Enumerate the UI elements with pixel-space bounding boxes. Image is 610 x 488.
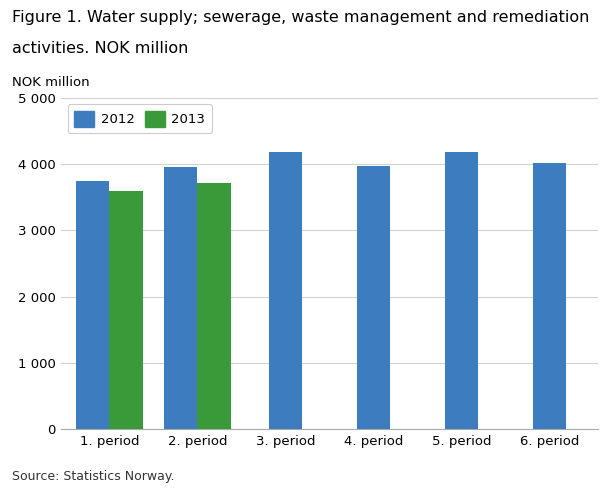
Text: NOK million: NOK million [12,76,90,89]
Bar [109,190,143,429]
Bar [76,181,109,429]
Text: Figure 1. Water supply; sewerage, waste management and remediation: Figure 1. Water supply; sewerage, waste … [12,10,590,25]
Bar [445,152,478,429]
Bar [164,167,198,429]
Text: activities. NOK million: activities. NOK million [12,41,188,57]
Bar [198,183,231,429]
Bar [357,166,390,429]
Legend: 2012, 2013: 2012, 2013 [68,104,212,134]
Bar [268,152,302,429]
Bar [533,163,566,429]
Text: Source: Statistics Norway.: Source: Statistics Norway. [12,470,174,483]
